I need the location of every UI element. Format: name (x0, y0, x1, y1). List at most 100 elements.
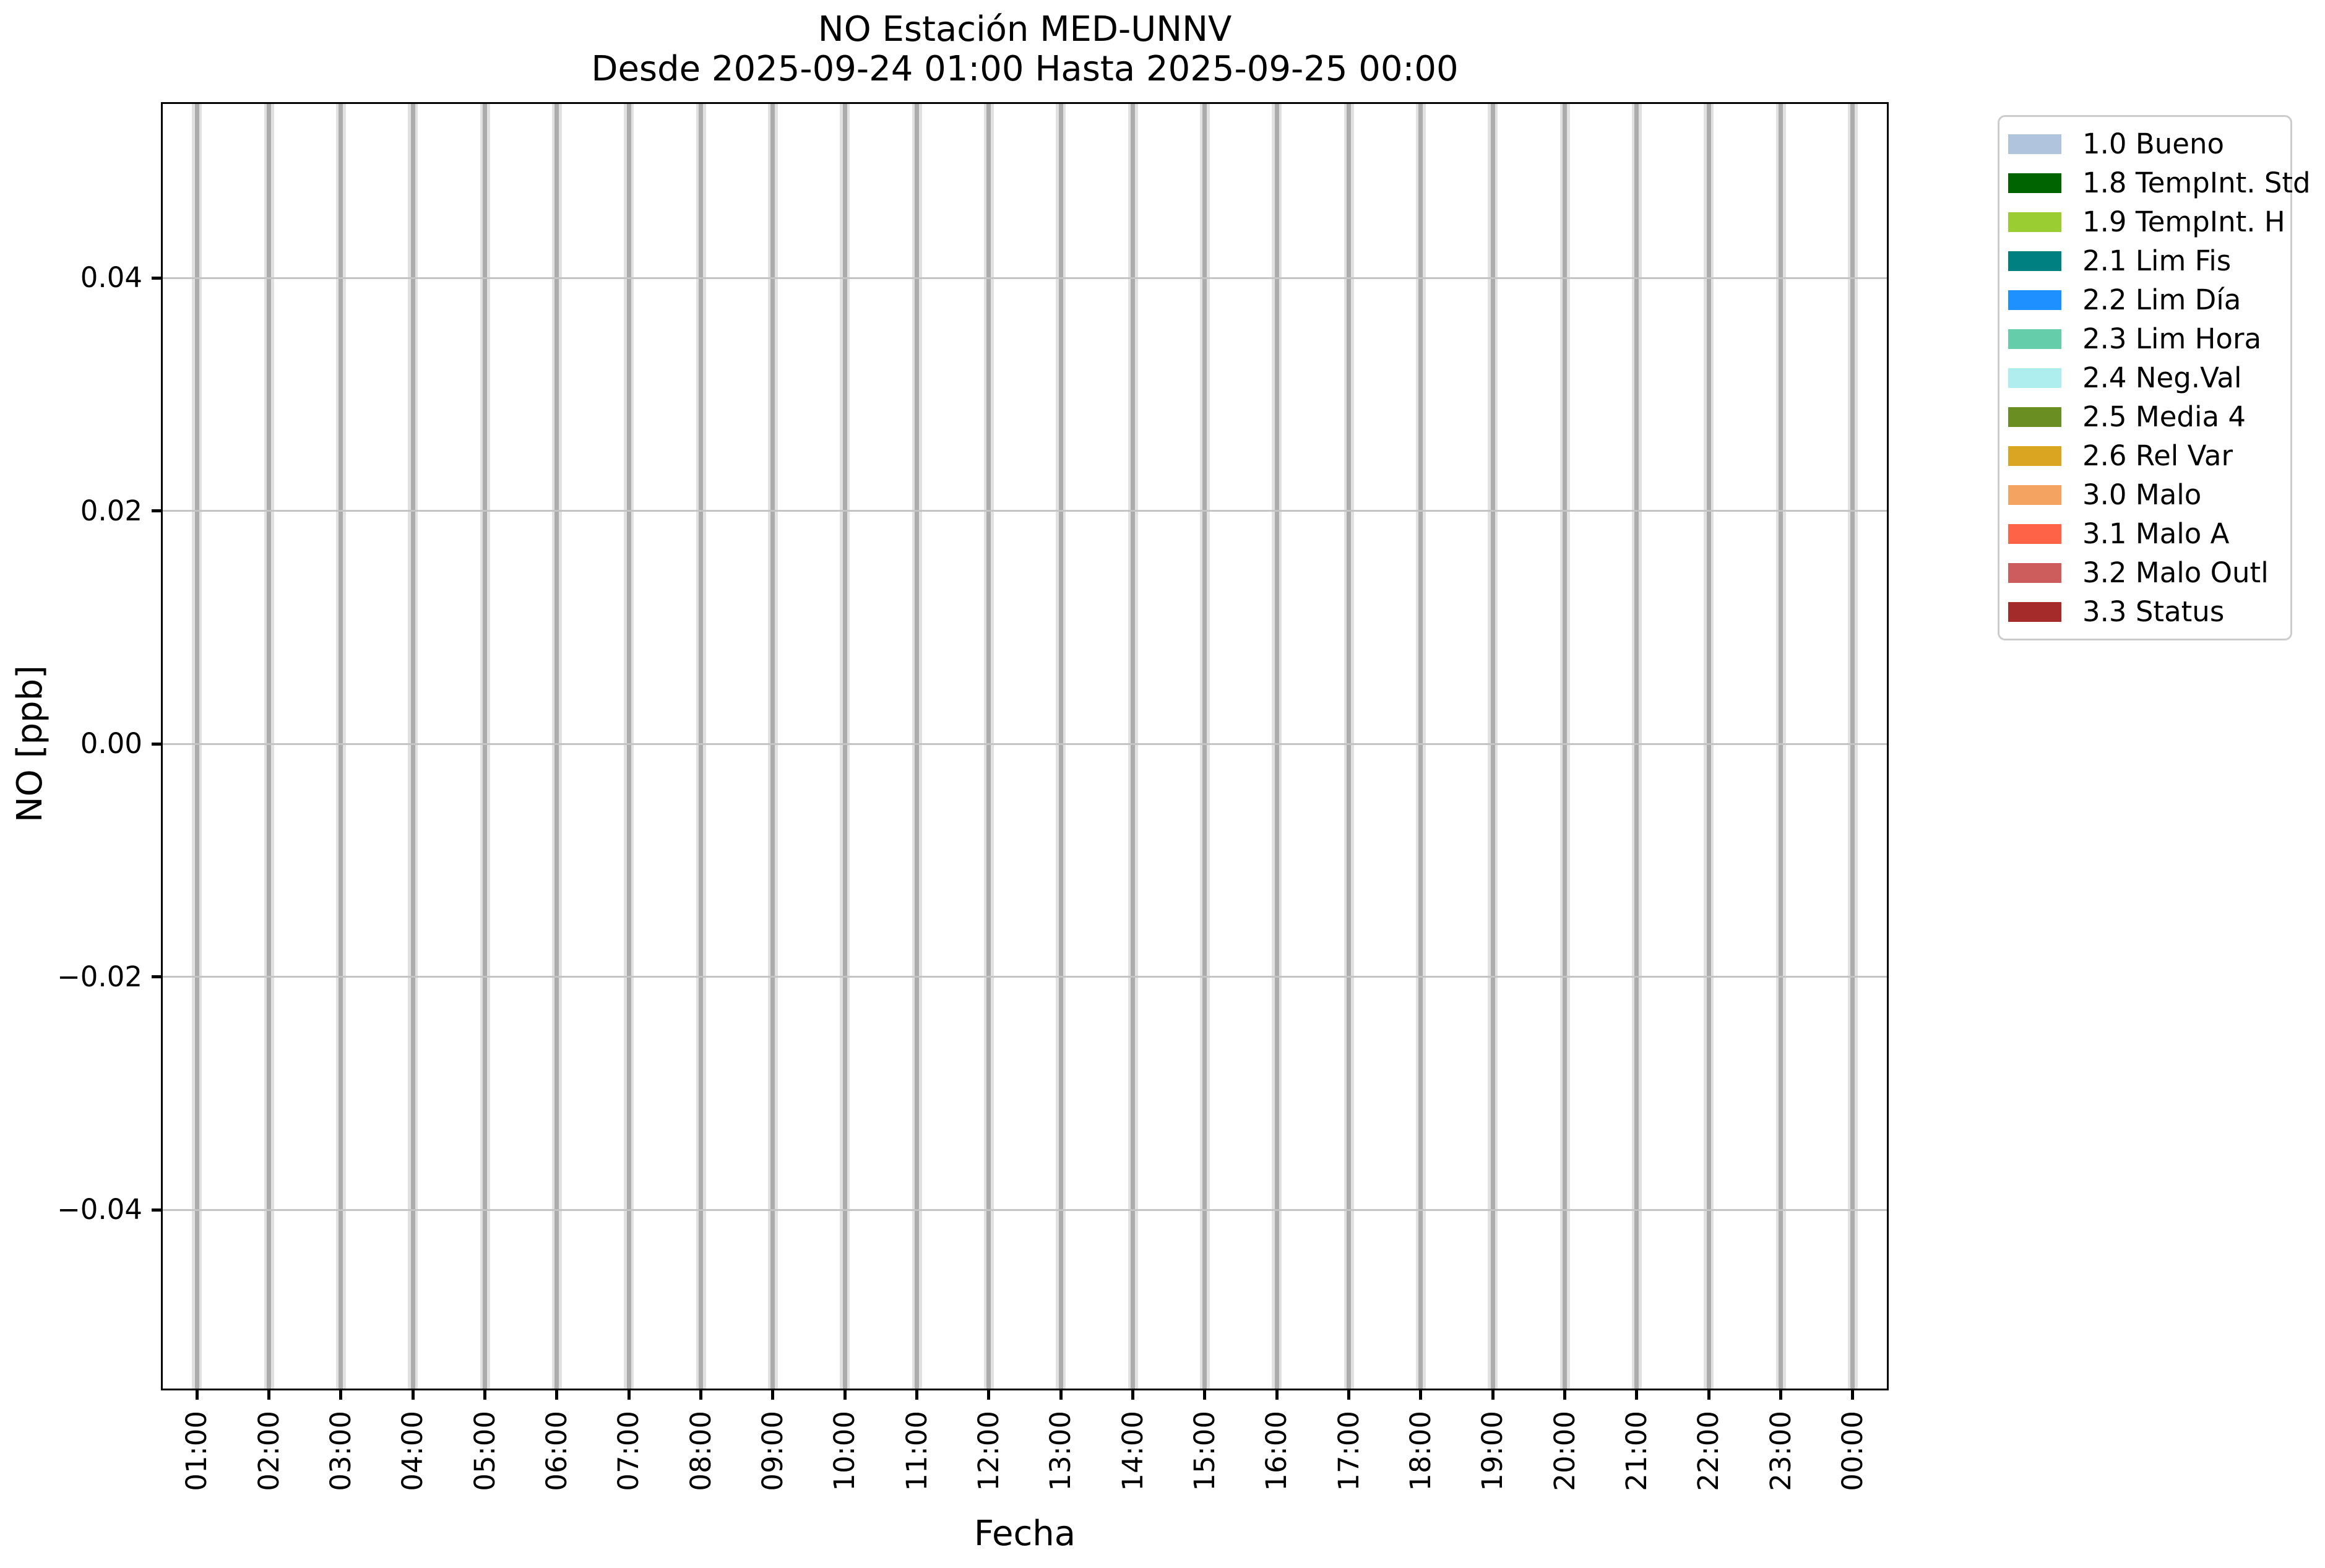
y-gridline (161, 1208, 1889, 1211)
x-tick-label: 23:00 (1764, 1411, 1797, 1491)
hour-gridline (770, 102, 775, 1390)
legend-item: 1.9 TempInt. H (1999, 202, 2290, 241)
x-tick-mark (843, 1390, 847, 1400)
x-tick-label: 14:00 (1116, 1411, 1149, 1491)
legend-label: 2.3 Lim Hora (2082, 322, 2262, 355)
x-tick-mark (1563, 1390, 1566, 1400)
x-tick-label: 17:00 (1332, 1411, 1365, 1491)
x-tick-label: 03:00 (324, 1411, 357, 1491)
hour-gridline (1418, 102, 1423, 1390)
legend-label: 2.1 Lim Fis (2082, 244, 2232, 277)
x-tick-label: 00:00 (1835, 1411, 1869, 1491)
x-tick-label: 07:00 (612, 1411, 645, 1491)
x-tick-mark (771, 1390, 775, 1400)
hour-gridline (1563, 102, 1567, 1390)
y-tick-mark (152, 1208, 161, 1212)
x-tick-mark (1419, 1390, 1423, 1400)
legend-item: 2.1 Lim Fis (1999, 241, 2290, 280)
legend-item: 1.8 TempInt. Std (1999, 163, 2311, 202)
y-tick-mark (152, 975, 161, 979)
x-tick-label: 02:00 (252, 1411, 285, 1491)
legend-swatch (2008, 523, 2061, 544)
x-tick-mark (1131, 1390, 1134, 1400)
legend-swatch (2008, 329, 2061, 349)
x-tick-label: 22:00 (1692, 1411, 1725, 1491)
x-tick-mark (915, 1390, 918, 1400)
y-tick-label: −0.04 (57, 1193, 142, 1226)
y-tick-mark (152, 509, 161, 513)
legend-swatch (2008, 212, 2061, 232)
legend-item: 2.2 Lim Día (1999, 280, 2290, 319)
x-tick-label: 01:00 (180, 1411, 214, 1491)
chart-title: NO Estación MED-UNNV Desde 2025-09-24 01… (161, 10, 1889, 89)
legend-swatch (2008, 134, 2061, 154)
legend-swatch (2008, 601, 2061, 622)
x-tick-mark (987, 1390, 991, 1400)
hour-gridline (1058, 102, 1063, 1390)
chart-title-line1: NO Estación MED-UNNV (817, 9, 1232, 50)
legend-label: 1.0 Bueno (2082, 127, 2224, 160)
legend-swatch (2008, 251, 2061, 271)
x-tick-label: 19:00 (1476, 1411, 1509, 1491)
hour-gridline (483, 102, 487, 1390)
x-tick-label: 21:00 (1620, 1411, 1653, 1491)
x-tick-label: 08:00 (684, 1411, 717, 1491)
x-tick-label: 16:00 (1260, 1411, 1293, 1491)
y-tick-label: 0.00 (80, 727, 142, 760)
hour-gridline (1706, 102, 1711, 1390)
legend-item: 2.6 Rel Var (1999, 436, 2290, 475)
x-tick-mark (411, 1390, 415, 1400)
y-gridline (161, 277, 1889, 279)
hour-gridline (339, 102, 343, 1390)
legend-item: 3.3 Status (1999, 592, 2290, 631)
y-tick-mark (152, 742, 161, 746)
hour-gridline (267, 102, 271, 1390)
legend-swatch (2008, 173, 2061, 193)
legend-label: 2.5 Media 4 (2082, 400, 2246, 433)
x-tick-mark (1203, 1390, 1207, 1400)
legend-swatch (2008, 485, 2061, 505)
x-tick-mark (1707, 1390, 1710, 1400)
legend-item: 3.1 Malo A (1999, 514, 2290, 553)
x-tick-mark (1059, 1390, 1063, 1400)
y-tick-mark (152, 276, 161, 280)
y-tick-label: −0.02 (57, 960, 142, 993)
legend-swatch (2008, 368, 2061, 388)
plot-area (161, 102, 1889, 1390)
x-tick-label: 05:00 (468, 1411, 501, 1491)
x-tick-mark (699, 1390, 702, 1400)
hour-gridline (194, 102, 199, 1390)
hour-gridline (1850, 102, 1855, 1390)
legend-label: 3.0 Malo (2082, 478, 2202, 511)
legend-label: 2.4 Neg.Val (2082, 361, 2242, 394)
legend-label: 2.6 Rel Var (2082, 439, 2233, 472)
hour-gridline (1347, 102, 1351, 1390)
legend-swatch (2008, 562, 2061, 583)
x-tick-mark (267, 1390, 270, 1400)
legend-swatch (2008, 407, 2061, 427)
x-tick-label: 10:00 (828, 1411, 861, 1491)
x-tick-label: 12:00 (972, 1411, 1005, 1491)
legend-item: 3.2 Malo Outl (1999, 553, 2290, 592)
y-gridline (161, 510, 1889, 512)
x-tick-mark (1635, 1390, 1639, 1400)
y-gridline (161, 976, 1889, 978)
x-tick-label: 18:00 (1404, 1411, 1437, 1491)
hour-gridline (1490, 102, 1495, 1390)
hour-gridline (1779, 102, 1783, 1390)
x-tick-label: 11:00 (900, 1411, 933, 1491)
hour-gridline (1634, 102, 1639, 1390)
x-tick-label: 13:00 (1044, 1411, 1077, 1491)
x-axis-title: Fecha (973, 1514, 1076, 1554)
x-tick-mark (483, 1390, 486, 1400)
x-tick-mark (339, 1390, 343, 1400)
y-gridline (161, 743, 1889, 745)
x-tick-mark (1347, 1390, 1350, 1400)
x-tick-label: 15:00 (1188, 1411, 1221, 1491)
hour-gridline (410, 102, 415, 1390)
legend-label: 3.2 Malo Outl (2082, 556, 2269, 589)
hour-gridline (986, 102, 991, 1390)
y-tick-label: 0.02 (80, 494, 142, 527)
y-tick-label: 0.04 (80, 261, 142, 295)
